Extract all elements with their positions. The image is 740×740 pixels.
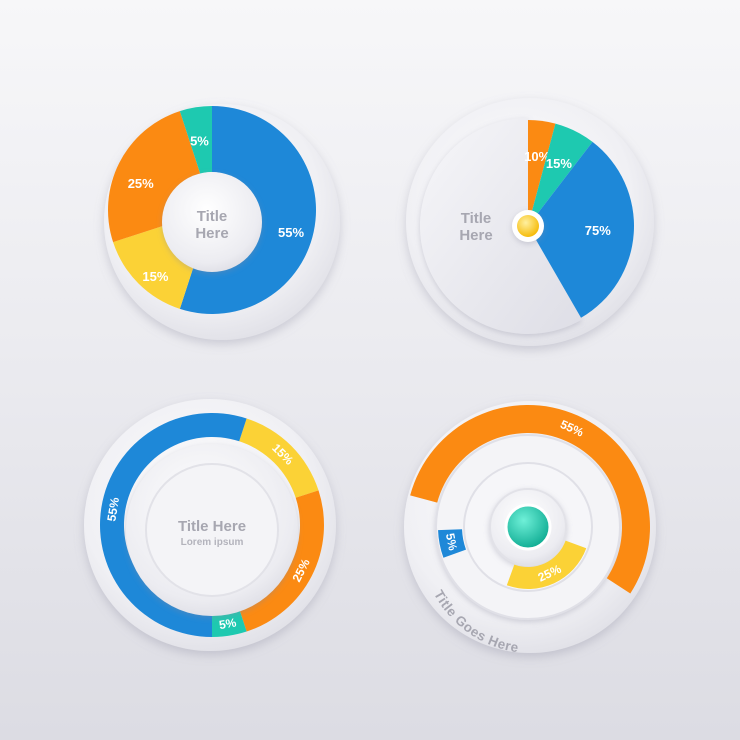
chart-1-slice-label-3: 25% bbox=[128, 176, 154, 191]
chart-3-slice-2 bbox=[239, 490, 324, 632]
chart-2-slice-3 bbox=[528, 141, 634, 318]
chart-1-title-line-1: Title bbox=[197, 208, 228, 225]
chart-3-slice-label-4: 55% bbox=[104, 496, 122, 522]
chart-3-ring: 15%25%5%55% Title Here Lorem ipsum bbox=[84, 399, 336, 651]
chart-3-title: Title Here bbox=[178, 518, 246, 535]
chart-2-slice-label-1: 10% bbox=[524, 149, 550, 164]
chart-2-slice-label-3: 75% bbox=[585, 223, 611, 238]
chart-3-subtitle: Lorem ipsum bbox=[181, 537, 244, 548]
chart-1-slice-label-2: 15% bbox=[142, 269, 168, 284]
chart-4-arc-2 bbox=[438, 529, 466, 558]
chart-2-slices: 10%15% 75% bbox=[524, 120, 634, 318]
chart-3-slice-label-3: 5% bbox=[218, 615, 238, 632]
chart-3-slice-4 bbox=[100, 413, 247, 637]
chart-1-title-line-2: Here bbox=[195, 225, 228, 242]
chart-2-center-dot-inner bbox=[517, 215, 539, 237]
chart-1-hub bbox=[162, 172, 262, 272]
chart-2-slice-label-2: 15% bbox=[546, 156, 572, 171]
chart-4-arc-3 bbox=[506, 540, 587, 589]
chart-3-slices: 15%25%5%55% bbox=[100, 413, 324, 637]
chart-4-arc-label-2: 5% bbox=[443, 532, 460, 552]
chart-3-hub-inner bbox=[145, 463, 279, 597]
chart-3-slice-3 bbox=[212, 608, 247, 637]
chart-3-slice-1 bbox=[239, 418, 319, 498]
chart-1-slice-4 bbox=[179, 106, 212, 174]
chart-4-concentric: 55%5%25% Title Goes Here bbox=[404, 401, 656, 655]
chart-2-slice-2 bbox=[528, 123, 593, 226]
chart-4-arcs: 55%5%25% bbox=[410, 405, 650, 594]
chart-2-bowl bbox=[420, 118, 582, 334]
chart-2-slice-1 bbox=[528, 120, 556, 226]
chart-4-center-dot bbox=[504, 503, 552, 551]
chart-1-slice-label-4: 5% bbox=[190, 133, 209, 148]
chart-1-slice-3 bbox=[108, 111, 201, 243]
chart-4-arc-1 bbox=[410, 405, 650, 594]
chart-1-slice-label-1: 55% bbox=[278, 225, 304, 240]
chart-1-donut: 55% 15% 25% 5% Title Here bbox=[104, 104, 340, 340]
chart-2-partial-pie: 10%15% 75% Title Here bbox=[406, 98, 654, 346]
chart-2-title-line-2: Here bbox=[459, 227, 492, 244]
chart-2-title-line-1: Title bbox=[461, 210, 492, 227]
